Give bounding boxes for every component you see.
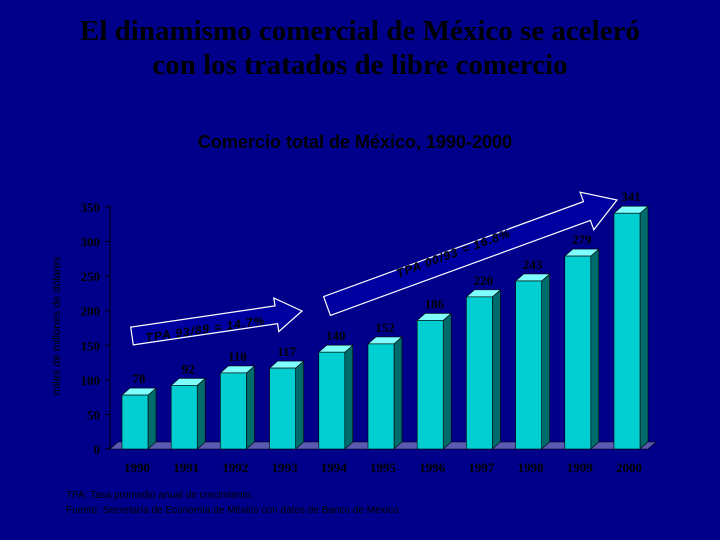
bar (220, 372, 247, 450)
bar-value-label: 341 (621, 189, 641, 204)
slide-title: El dinamismo comercial de México se acel… (0, 14, 720, 82)
footnote-tpa: TPA: Tasa promedio anual de crecimiento. (66, 490, 254, 501)
footnote-source: Fuente: Secretaría de Economía de México… (66, 505, 402, 516)
bar-value-label: 110 (228, 349, 247, 364)
y-tick-label: 350 (81, 200, 101, 215)
y-tick-label: 200 (81, 304, 101, 319)
bar-side (196, 377, 206, 450)
bar-value-label: 78 (133, 371, 147, 386)
bar-side (295, 360, 304, 450)
y-tick-label: 0 (94, 442, 101, 457)
bar (515, 280, 542, 450)
bar-side (442, 312, 452, 450)
bar (367, 343, 395, 450)
x-tick-label: 1997 (468, 460, 495, 475)
growth-arrow-1 (130, 296, 304, 346)
bar-side (147, 387, 157, 450)
x-tick-label: 1996 (419, 460, 446, 475)
bar (269, 367, 296, 450)
x-tick-label: 1990 (124, 460, 150, 475)
bar (318, 351, 346, 450)
x-tick-label: 1995 (370, 460, 397, 475)
bar-side (590, 248, 600, 450)
chart-title: Comercio total de México, 1990-2000 (197, 132, 513, 152)
y-tick-label: 300 (81, 235, 101, 250)
bar-value-label: 243 (523, 257, 543, 272)
x-tick-label: 1994 (321, 460, 348, 475)
bar-value-label: 220 (474, 273, 494, 288)
x-tick-label: 1998 (518, 460, 545, 475)
bar-value-label: 186 (424, 296, 444, 311)
x-tick-label: 2000 (616, 460, 642, 475)
bar (170, 385, 198, 450)
y-tick-label: 100 (81, 373, 101, 388)
y-tick-label: 50 (87, 407, 100, 422)
bar (613, 212, 641, 450)
bar-side (541, 273, 550, 450)
bar-value-label: 279 (572, 232, 592, 247)
bar (121, 394, 149, 450)
x-tick-label: 1999 (567, 460, 594, 475)
bar (466, 296, 493, 450)
bar (416, 320, 444, 450)
bar (564, 255, 592, 450)
bar-side (246, 365, 255, 450)
bar-side (393, 336, 403, 450)
bar-value-label: 140 (326, 328, 346, 343)
bar-side (344, 344, 354, 450)
y-axis-title: miles de millones de dólares (51, 256, 63, 395)
slide-title-line2: con los tratados de libre comercio (152, 49, 568, 81)
x-tick-label: 1992 (222, 460, 248, 475)
bar-value-label: 152 (375, 320, 395, 335)
bar-value-label: 92 (182, 361, 195, 376)
slide-title-line1: El dinamismo comercial de México se acel… (80, 15, 640, 47)
x-tick-label: 1993 (272, 460, 299, 475)
bar-side (492, 289, 501, 450)
y-tick-label: 250 (81, 269, 101, 284)
x-tick-label: 1991 (173, 460, 199, 475)
growth-arrow-2 (322, 191, 619, 317)
bar-side (639, 205, 649, 450)
bar-value-label: 117 (277, 344, 296, 359)
y-tick-label: 150 (81, 338, 101, 353)
